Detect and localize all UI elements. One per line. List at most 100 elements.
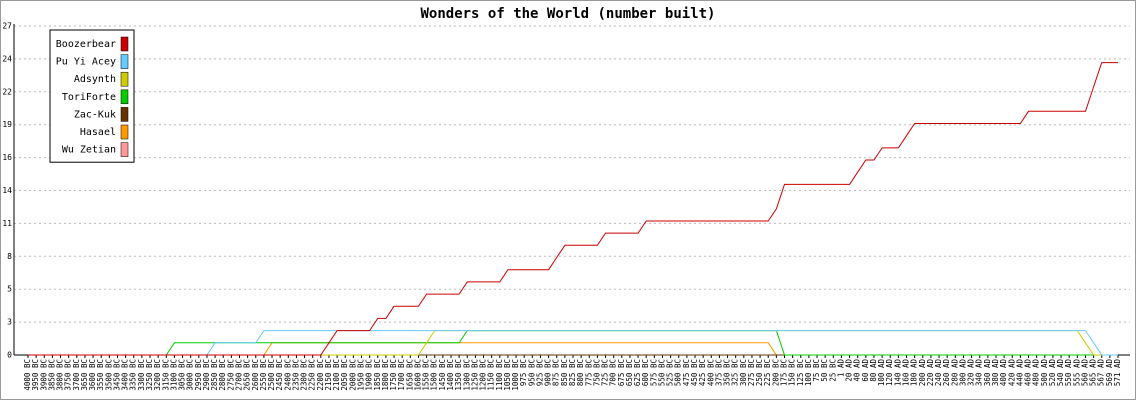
- legend-swatch: [120, 71, 129, 87]
- x-tick-label: 1650 BC: [405, 359, 414, 391]
- x-tick-label: 1700 BC: [397, 359, 406, 391]
- x-tick-label: 2250 BC: [308, 359, 317, 391]
- x-tick-label: 300 AD: [958, 359, 967, 387]
- x-tick-label: 450 BC: [690, 359, 699, 386]
- x-tick-label: 3400 BC: [121, 359, 130, 391]
- x-tick-label: 1150 BC: [487, 359, 496, 391]
- x-tick-label: 3600 BC: [88, 359, 97, 391]
- y-tick-label: 16: [2, 153, 12, 162]
- chart-title: Wonders of the World (number built): [420, 6, 715, 22]
- x-tick-label: 600 BC: [641, 359, 650, 386]
- x-tick-label: 280 AD: [950, 359, 959, 387]
- x-tick-label: 100 BC: [804, 359, 813, 386]
- x-tick-label: 750 BC: [592, 359, 601, 386]
- y-tick-label: 8: [7, 252, 12, 261]
- x-tick-label: 1300 BC: [462, 359, 471, 391]
- x-tick-label: 569 AD: [1105, 359, 1114, 387]
- y-tick-label: 14: [2, 186, 12, 195]
- x-tick-label: 2150 BC: [324, 359, 333, 391]
- y-tick-label: 19: [2, 120, 12, 129]
- x-tick-label: 475 BC: [682, 359, 691, 386]
- x-tick-label: 875 BC: [552, 359, 561, 386]
- x-tick-label: 2950 BC: [194, 359, 203, 391]
- x-tick-label: 650 BC: [625, 359, 634, 386]
- x-tick-label: 925 BC: [535, 359, 544, 386]
- x-tick-label: 700 BC: [609, 359, 618, 386]
- x-tick-label: 1250 BC: [470, 359, 479, 391]
- x-tick-label: 3450 BC: [112, 359, 121, 391]
- series-line: [28, 330, 1118, 356]
- y-tick-label: 0: [7, 351, 12, 360]
- x-tick-label: 1100 BC: [495, 359, 504, 391]
- x-tick-label: 400 AD: [999, 359, 1008, 387]
- x-tick-label: 1850 BC: [373, 359, 382, 391]
- x-tick-label: 540 AD: [1056, 359, 1065, 387]
- x-tick-label: 1 AD: [836, 359, 845, 378]
- x-tick-label: 325 BC: [731, 359, 740, 386]
- y-tick-label: 27: [2, 22, 12, 31]
- x-tick-label: 400 BC: [706, 359, 715, 386]
- x-tick-label: 2450 BC: [275, 359, 284, 391]
- x-tick-label: 2900 BC: [202, 359, 211, 391]
- x-tick-label: 950 BC: [527, 359, 536, 386]
- legend-box: [49, 29, 135, 163]
- legend-label: Zac-Kuk: [74, 109, 116, 120]
- x-tick-label: 3750 BC: [64, 359, 73, 391]
- x-tick-label: 420 AD: [1007, 359, 1016, 387]
- x-tick-label: 850 BC: [560, 359, 569, 386]
- legend-swatch: [120, 89, 129, 105]
- x-tick-label: 975 BC: [519, 359, 528, 386]
- y-tick-label: 11: [2, 219, 12, 228]
- x-tick-label: 380 AD: [991, 359, 1000, 387]
- legend-label: ToriForte: [62, 92, 116, 103]
- x-tick-label: 800 BC: [576, 359, 585, 386]
- x-tick-label: 375 BC: [714, 359, 723, 386]
- x-tick-label: 200 AD: [918, 359, 927, 387]
- x-tick-label: 50 BC: [820, 359, 829, 382]
- x-tick-label: 125 BC: [796, 359, 805, 386]
- x-tick-label: 3200 BC: [153, 359, 162, 391]
- x-tick-label: 350 BC: [723, 359, 732, 386]
- x-tick-label: 2600 BC: [251, 359, 260, 391]
- x-tick-label: 2750 BC: [226, 359, 235, 391]
- x-tick-label: 3500 BC: [104, 359, 113, 391]
- x-tick-label: 3550 BC: [96, 359, 105, 391]
- x-tick-label: 725 BC: [601, 359, 610, 386]
- legend-label: Adsynth: [74, 74, 116, 85]
- x-tick-label: 150 BC: [788, 359, 797, 386]
- x-tick-label: 2000 BC: [348, 359, 357, 391]
- x-tick-label: 3250 BC: [145, 359, 154, 391]
- x-tick-label: 550 AD: [1064, 359, 1073, 387]
- x-tick-label: 3950 BC: [31, 359, 40, 391]
- x-tick-label: 250 BC: [755, 359, 764, 386]
- x-tick-label: 500 BC: [674, 359, 683, 386]
- x-tick-label: 1400 BC: [446, 359, 455, 391]
- legend-swatch: [120, 54, 129, 69]
- x-tick-label: 1350 BC: [454, 359, 463, 391]
- x-tick-label: 520 AD: [1048, 359, 1057, 387]
- x-tick-label: 75 BC: [812, 359, 821, 382]
- x-tick-label: 480 AD: [1032, 359, 1041, 387]
- x-tick-label: 425 BC: [698, 359, 707, 386]
- x-tick-label: 220 AD: [926, 359, 935, 387]
- series-line: [28, 62, 1118, 356]
- x-tick-label: 550 BC: [657, 359, 666, 386]
- x-tick-label: 360 AD: [983, 359, 992, 387]
- x-tick-label: 140 AD: [893, 359, 902, 387]
- x-tick-label: 1500 BC: [430, 359, 439, 391]
- x-tick-label: 180 AD: [910, 359, 919, 387]
- x-tick-label: 3650 BC: [80, 359, 89, 391]
- x-tick-label: 625 BC: [633, 359, 642, 386]
- x-tick-label: 60 AD: [861, 359, 870, 382]
- x-tick-label: 500 AD: [1040, 359, 1049, 387]
- x-tick-label: 1450 BC: [438, 359, 447, 391]
- x-tick-label: 100 AD: [877, 359, 886, 387]
- x-tick-label: 3300 BC: [137, 359, 146, 391]
- x-tick-label: 675 BC: [617, 359, 626, 386]
- x-tick-label: 460 AD: [1024, 359, 1033, 387]
- x-tick-label: 300 BC: [739, 359, 748, 386]
- x-tick-label: 175 BC: [779, 359, 788, 386]
- x-tick-label: 2500 BC: [267, 359, 276, 391]
- x-tick-label: 825 BC: [568, 359, 577, 386]
